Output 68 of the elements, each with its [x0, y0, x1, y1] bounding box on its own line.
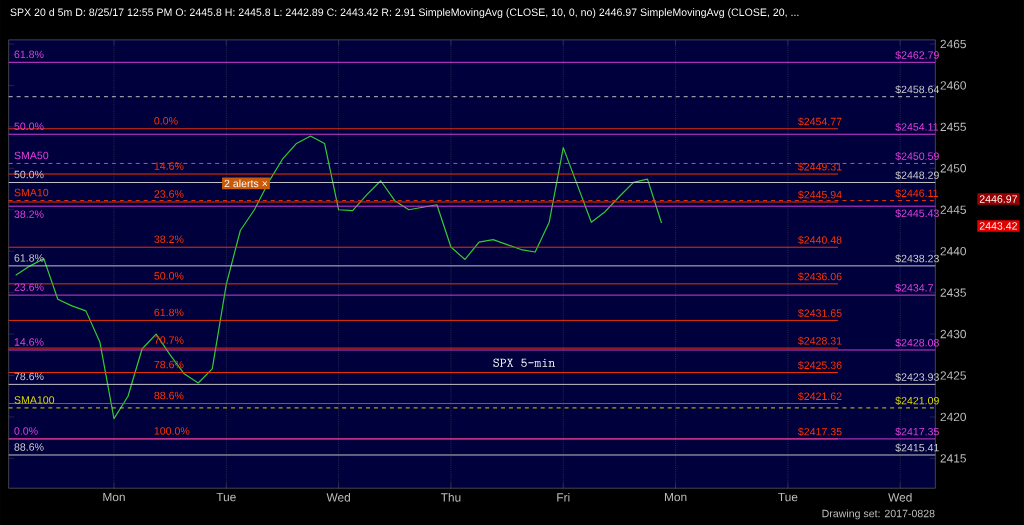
y-tick-label: 2460 — [940, 81, 967, 90]
chart-title: SPX 20 d 5m D: 8/25/17 12:55 PM O: 2445.8 H: 2445.8 L: 2442.89 C: 2443.42 R: 2.91 SimpleMovingAvg (CLOSE, 10, 0, no) 2446.97 SimpleMovingAvg (CLOSE, 20, ... — [10, 8, 799, 19]
ref-line-label: $2428.31 — [798, 336, 842, 346]
annotation: 0.0% — [154, 117, 178, 125]
ref-line-label: $2449.31 — [798, 162, 842, 172]
ref-line-label: $2438.23 — [895, 254, 939, 263]
x-tick-label: Thu — [440, 492, 461, 502]
x-tick-label: Wed — [888, 492, 912, 502]
ref-line-label: $2450.59 — [895, 151, 939, 161]
ref-line-label: $2440.48 — [798, 235, 842, 245]
annotation: 88.6% — [14, 443, 44, 451]
y-tick-label: 2465 — [940, 39, 966, 49]
ref-line-label: $2436.06 — [798, 272, 842, 281]
ref-line-label: $2421.09 — [895, 396, 939, 405]
annotation: 88.6% — [154, 391, 184, 400]
annotation: 0.0% — [14, 427, 38, 435]
ref-line-label: $2431.65 — [798, 308, 842, 318]
annotation: 61.8% — [154, 308, 184, 317]
y-tick-label: 2420 — [940, 412, 967, 422]
annotation: 38.2% — [14, 210, 44, 218]
ref-line-label: $2417.35 — [895, 427, 939, 436]
text: Drawing set: 2017-0828 — [822, 509, 935, 520]
x-tick-label: Mon — [103, 492, 125, 502]
annotation: 100.0% — [154, 427, 190, 435]
ref-line-label: $2421.62 — [798, 391, 842, 401]
annotation: 23.6% — [14, 283, 44, 291]
x-tick-label: Fri — [557, 492, 570, 502]
ref-line-label: $2454.11 — [895, 122, 939, 132]
y-tick-label: 2440 — [940, 246, 967, 256]
y-tick-label: 2430 — [940, 329, 967, 339]
x-tick-label: Tue — [778, 492, 798, 502]
annotation: 38.2% — [154, 235, 184, 243]
annotation: 2 alerts × — [224, 179, 268, 188]
ref-line-label: $2434.7 — [895, 283, 933, 293]
y-tick-label: 2435 — [940, 288, 966, 297]
ref-line-label: $2446.11 — [895, 189, 939, 198]
annotation: 50.0% — [154, 272, 184, 280]
ref-line-label: $2423.93 — [895, 372, 939, 382]
ref-line-label: $2445.43 — [895, 209, 939, 218]
ref-line-label: $2462.79 — [895, 50, 939, 60]
ref-line-label: $2425.36 — [798, 360, 842, 370]
annotation: 78.6% — [14, 372, 44, 381]
y-tick-label: 2455 — [940, 122, 966, 132]
annotation: SMA100 — [14, 396, 55, 404]
annotation: 61.8% — [14, 254, 44, 262]
text: 2443.42 — [979, 222, 1017, 230]
y-tick-label: 2450 — [940, 164, 967, 173]
ref-line-label: $2448.29 — [895, 170, 939, 180]
ref-line-label: $2415.41 — [895, 443, 939, 453]
annotation: 61.8% — [14, 50, 44, 59]
annotation: SPX 5-min — [493, 358, 556, 367]
annotation: 14.6% — [14, 338, 44, 346]
annotation: SMA50 — [14, 151, 49, 160]
y-tick-label: 2425 — [940, 371, 966, 380]
text: 2446.97 — [979, 195, 1017, 203]
x-tick-label: Mon — [664, 492, 687, 502]
ref-line-label: $2445.94 — [798, 190, 842, 199]
ref-line-label: $2428.08 — [895, 338, 939, 348]
x-tick-label: Tue — [216, 492, 236, 502]
ref-line-label: $2417.35 — [798, 427, 842, 436]
x-tick-label: Wed — [326, 492, 350, 502]
ref-line-label: $2454.77 — [798, 117, 842, 126]
annotation: 14.6% — [154, 162, 184, 170]
annotation: SMA10 — [14, 188, 49, 197]
ref-line-label: $2458.64 — [895, 85, 940, 94]
y-tick-label: 2415 — [940, 454, 966, 463]
y-tick-label: 2445 — [940, 205, 966, 214]
annotation: 23.6% — [154, 190, 184, 198]
